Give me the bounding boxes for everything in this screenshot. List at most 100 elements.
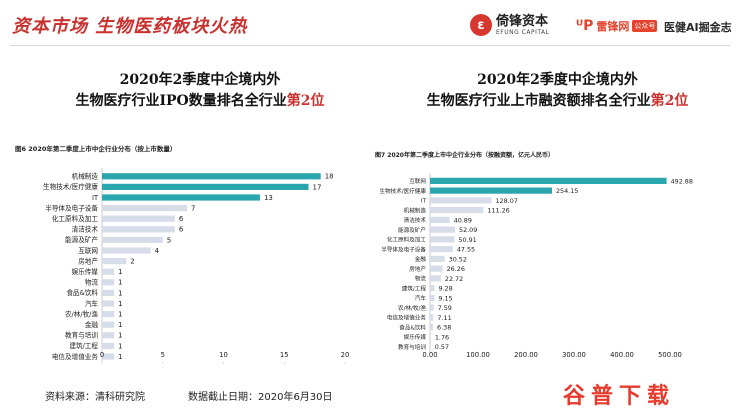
ipo-bar [102, 289, 115, 296]
ipo-bar [102, 236, 163, 243]
fin-bar [430, 207, 484, 214]
left-headline: 2020年2季度中企境内外 生物医疗行业IPO数量排名全行业第2位 [60, 70, 340, 112]
fin-value-label: 30.52 [449, 255, 467, 263]
yijian-ai-logo: 医健AI掘金志 [664, 21, 732, 34]
ipo-bar [102, 268, 115, 275]
fin-x-tick-label: 500.00 [658, 351, 682, 359]
ipo-value-label: 13 [264, 194, 273, 202]
fin-category-label: 半导体及电子设备 [381, 245, 426, 253]
fin-value-label: 7.59 [438, 304, 452, 312]
fin-category-label: 互联网 [409, 177, 426, 185]
fin-value-label: 6.38 [437, 324, 451, 332]
ipo-value-label: 5 [167, 236, 171, 244]
ipo-value-label: 6 [179, 215, 184, 223]
fin-category-label: 娱乐传媒 [404, 333, 427, 341]
right-headline: 2020年2季度中企境内外 生物医疗行业上市融资额排名全行业第2位 [405, 70, 710, 112]
fin-bar [430, 314, 434, 321]
fin-value-label: 9.15 [438, 294, 452, 302]
fin-x-tick-label: 0.00 [422, 351, 437, 359]
efung-logo-english: EFUNG CAPITAL [496, 28, 550, 36]
ipo-category-label: 物流 [85, 278, 99, 287]
efung-capital-logo: ε 倚锋资本 EFUNG CAPITAL [470, 14, 550, 36]
footer-date: 数据截止日期：2020年6月30日 [188, 392, 333, 403]
fin-value-label: 1.76 [435, 333, 449, 341]
right-headline-line1: 2020年2季度中企境内外 [477, 72, 638, 88]
fin-category-label: 物流 [415, 275, 427, 283]
fin-bar [430, 177, 667, 184]
leifeng-logo: ᵁP 雷锋网 公众号 [576, 18, 658, 34]
ipo-value-label: 1 [118, 300, 122, 308]
ipo-bar [102, 342, 115, 349]
ipo-bar [102, 173, 321, 180]
ipo-bar [102, 279, 115, 286]
footer-source: 资料来源：清科研究院 [45, 392, 145, 403]
fin-bar [430, 294, 435, 301]
ipo-value-label: 4 [155, 247, 160, 255]
title-divider [10, 45, 730, 46]
ipo-value-label: 1 [118, 311, 122, 319]
ipo-category-label: 娱乐传媒 [72, 267, 99, 276]
fin-category-label: 食品&饮料 [399, 323, 426, 331]
leifeng-logo-icon: ᵁP [576, 18, 594, 34]
ipo-bar [102, 226, 175, 233]
efung-logo-name: 倚锋资本 [496, 13, 549, 29]
ipo-category-label: 互联网 [78, 246, 98, 255]
chart-ipo-title: 图6 2020年第二季度上市中企行业分布（按上市数量） [15, 145, 177, 153]
page-title: 资本市场 生物医药板块火热 [12, 16, 248, 37]
right-headline-text: 生物医疗行业上市融资额排名全行业 [426, 93, 651, 109]
fin-category-label: IT [421, 199, 427, 205]
ipo-value-label: 17 [313, 183, 322, 191]
fin-bar [430, 246, 453, 253]
fin-category-label: 建筑/工程 [402, 284, 427, 292]
fin-bar [430, 343, 431, 350]
fin-bar [430, 285, 435, 292]
fin-category-label: 教育与培训 [398, 343, 426, 351]
ipo-x-tick-label: 20 [341, 351, 350, 359]
ipo-category-label: 生物技术/医疗健康 [43, 182, 98, 191]
fin-category-label: 能源及矿产 [398, 226, 426, 234]
ipo-category-label: 能源及矿产 [65, 235, 98, 244]
fin-bar [430, 255, 445, 262]
fin-bar [430, 236, 455, 243]
fin-bar [430, 265, 443, 272]
ipo-category-label: 金融 [85, 320, 99, 329]
ipo-category-label: 农/林/牧/渔 [65, 309, 98, 318]
fin-value-label: 26.26 [447, 265, 465, 273]
right-headline-rank: 第2位 [650, 93, 689, 109]
fin-bar [430, 216, 450, 223]
fin-x-tick-label: 300.00 [562, 351, 586, 359]
site-watermark: 谷普下载 [563, 384, 676, 409]
ipo-value-label: 6 [179, 226, 184, 234]
ipo-value-label: 2 [130, 258, 134, 266]
fin-bar [430, 304, 434, 311]
efung-logo-icon: ε [470, 14, 492, 36]
ipo-bar [102, 215, 175, 222]
ipo-value-label: 1 [118, 268, 122, 276]
fin-category-label: 清洁技术 [404, 216, 427, 224]
chart-financing-title: 图7 2020年第二季度上市中企行业分布（按融资额，亿元人民币） [375, 152, 554, 159]
ipo-bar [102, 353, 115, 360]
fin-value-label: 50.91 [458, 236, 476, 244]
fin-bar [430, 324, 434, 331]
fin-value-label: 40.89 [454, 216, 472, 224]
ipo-value-label: 1 [118, 342, 122, 350]
ipo-value-label: 18 [325, 173, 334, 181]
left-headline-rank: 第2位 [286, 93, 325, 109]
ipo-category-label: 建筑/工程 [69, 341, 98, 350]
fin-bar [430, 333, 431, 340]
fin-x-tick-label: 400.00 [610, 351, 634, 359]
fin-value-label: 128.07 [495, 197, 517, 205]
ipo-category-label: 电信及增值业务 [52, 352, 99, 361]
ipo-category-label: 教育与培训 [65, 331, 98, 340]
fin-bar [430, 275, 441, 282]
ipo-x-tick-label: 0 [100, 351, 104, 359]
ipo-bar [102, 258, 127, 265]
left-headline-line2: 生物医疗行业IPO数量排名全行业第2位 [60, 91, 340, 112]
ipo-bar [102, 311, 115, 318]
fin-bar [430, 197, 492, 204]
ipo-value-label: 1 [118, 279, 122, 287]
fin-category-label: 生物技术/医疗健康 [379, 187, 426, 195]
ipo-bar [102, 300, 115, 307]
ipo-bar [102, 332, 115, 339]
